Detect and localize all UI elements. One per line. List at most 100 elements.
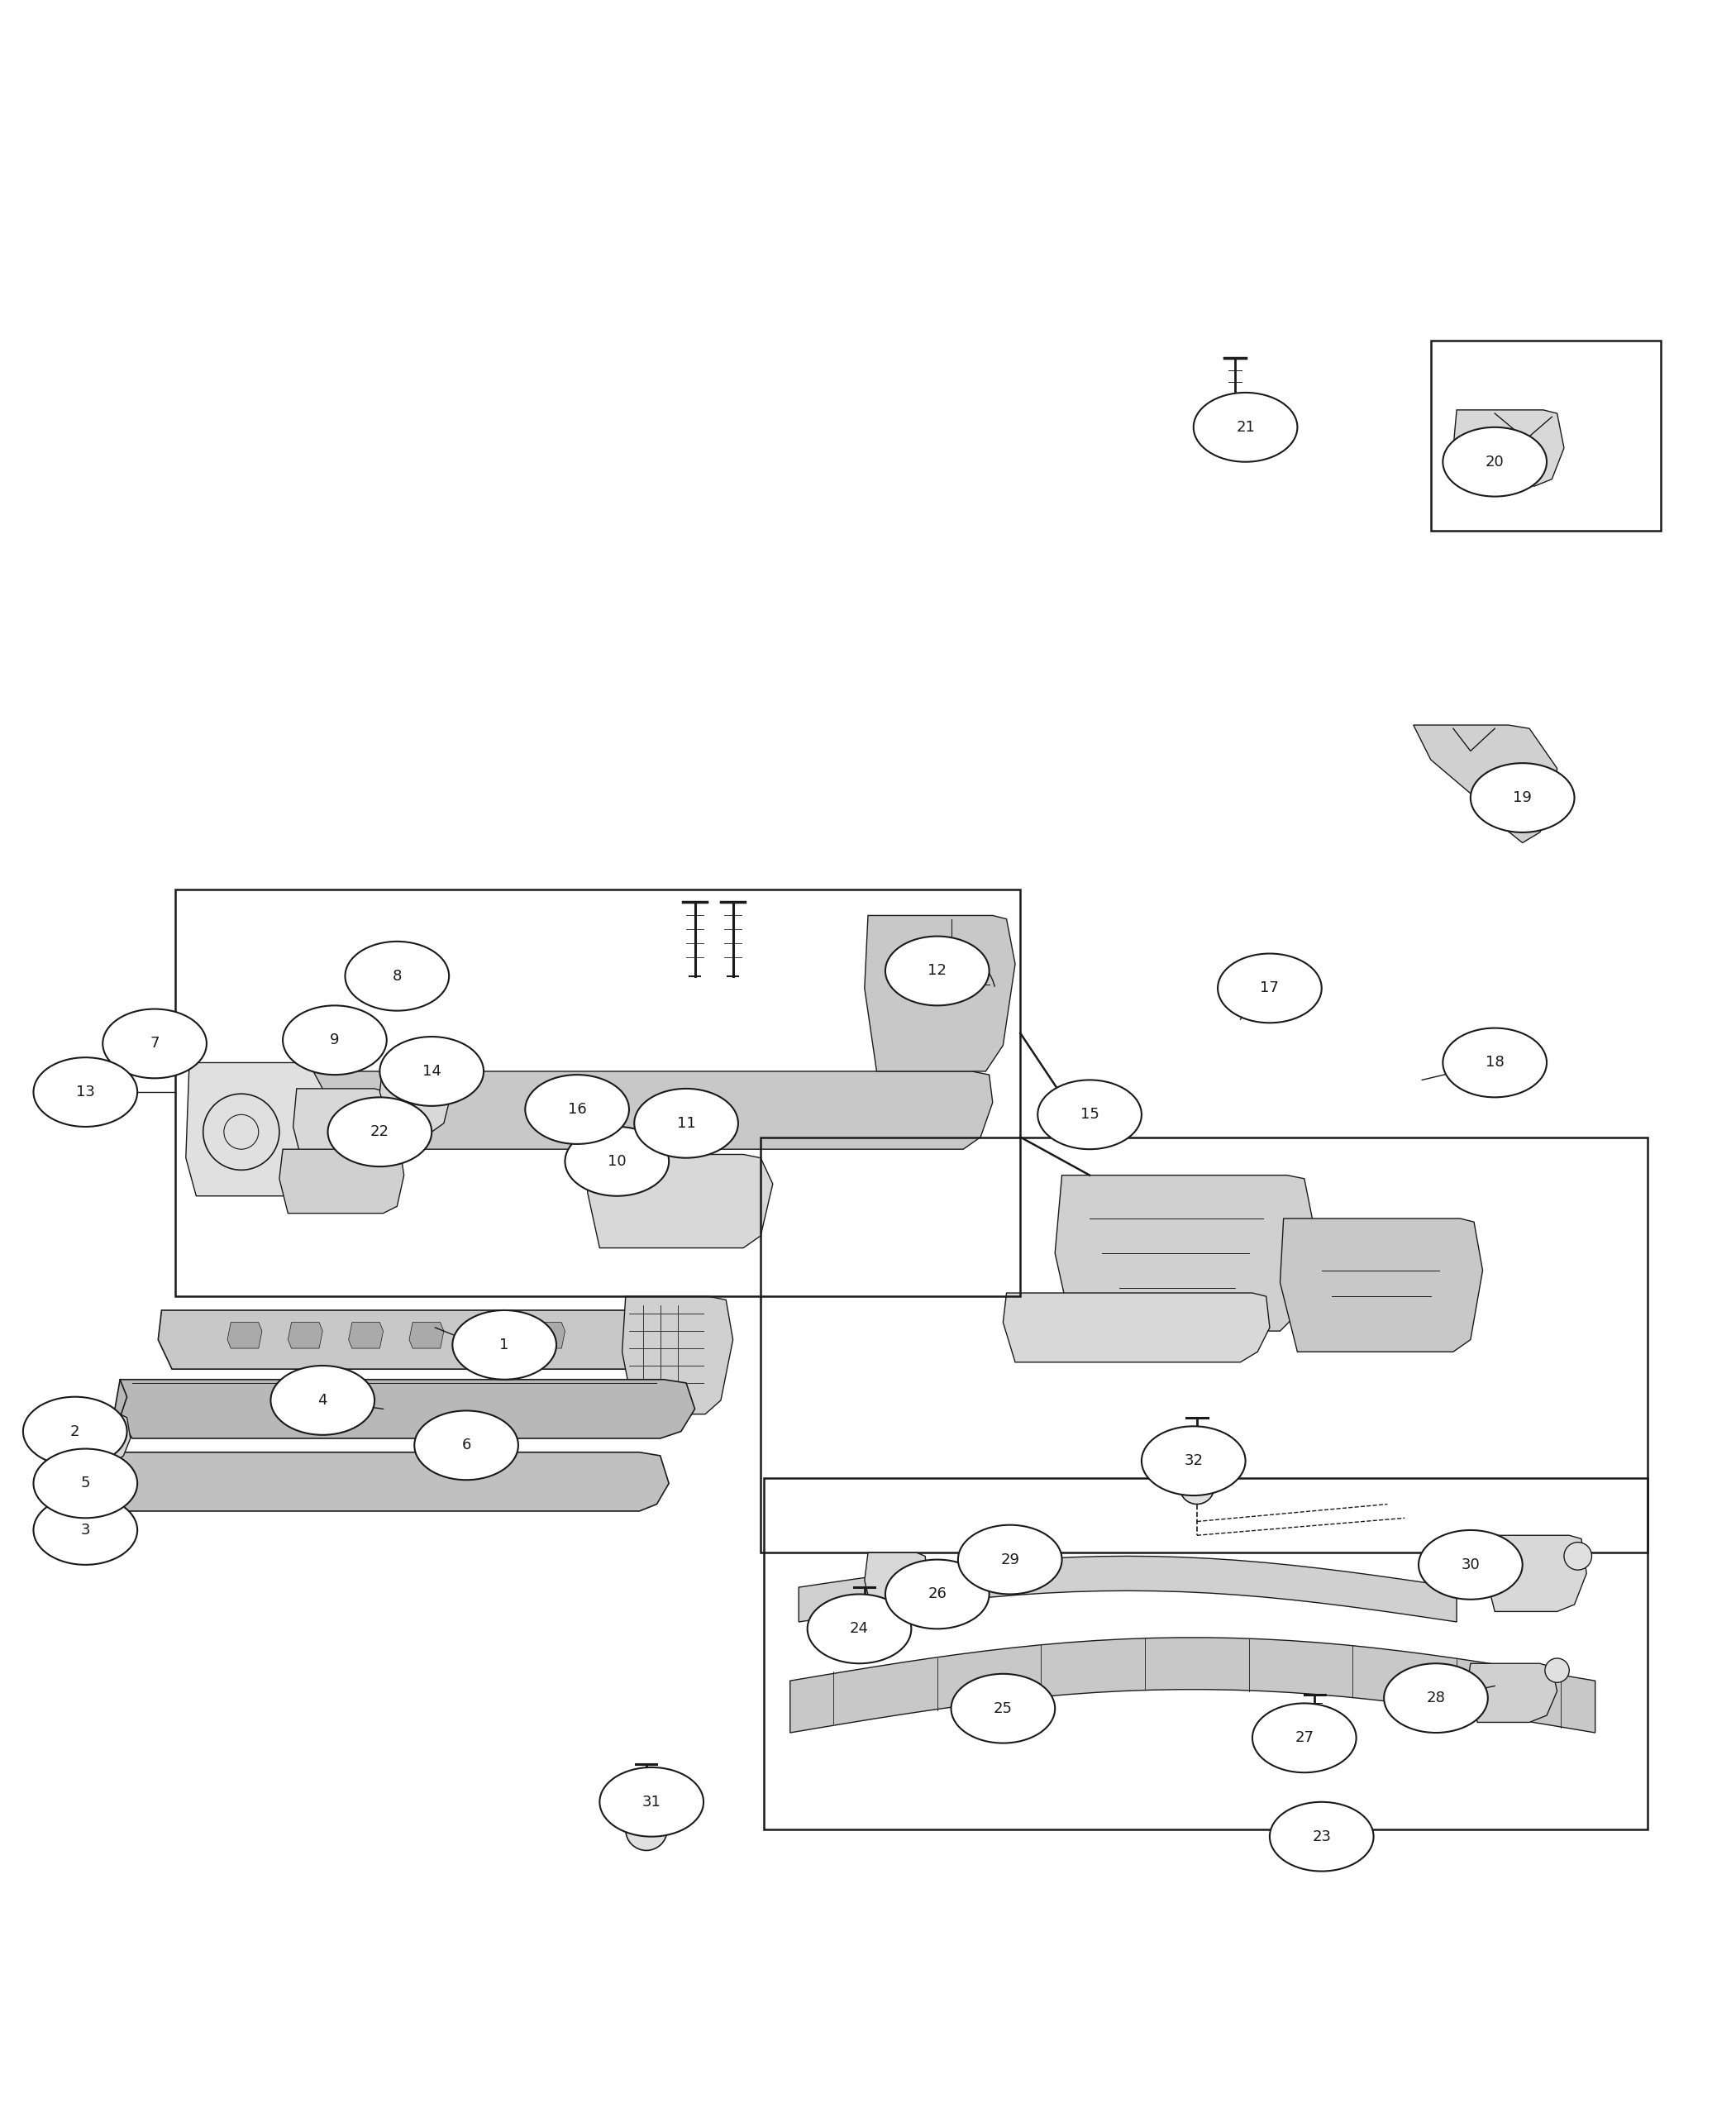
Text: 32: 32 bbox=[1184, 1452, 1203, 1469]
Circle shape bbox=[1545, 1659, 1569, 1682]
Ellipse shape bbox=[1252, 1703, 1356, 1773]
Circle shape bbox=[1217, 396, 1252, 430]
Polygon shape bbox=[227, 1322, 262, 1349]
Ellipse shape bbox=[453, 1311, 556, 1379]
Polygon shape bbox=[68, 1414, 130, 1461]
Ellipse shape bbox=[951, 1674, 1055, 1743]
Ellipse shape bbox=[564, 1126, 668, 1195]
Polygon shape bbox=[279, 1149, 404, 1214]
Polygon shape bbox=[1413, 725, 1557, 843]
Ellipse shape bbox=[33, 1448, 137, 1518]
Polygon shape bbox=[106, 1452, 668, 1511]
Ellipse shape bbox=[634, 1088, 738, 1157]
Bar bbox=[1430, 341, 1661, 531]
Text: 11: 11 bbox=[677, 1115, 696, 1130]
Ellipse shape bbox=[328, 1098, 432, 1166]
Circle shape bbox=[455, 1419, 493, 1457]
Ellipse shape bbox=[1443, 1029, 1547, 1098]
Bar bbox=[764, 1478, 1647, 1830]
Ellipse shape bbox=[345, 942, 450, 1010]
Ellipse shape bbox=[1443, 428, 1547, 497]
Polygon shape bbox=[587, 1155, 773, 1248]
Text: 13: 13 bbox=[76, 1086, 95, 1100]
Text: 24: 24 bbox=[851, 1621, 868, 1636]
Text: 20: 20 bbox=[1486, 455, 1503, 470]
Ellipse shape bbox=[1142, 1427, 1245, 1495]
Polygon shape bbox=[865, 915, 1016, 1071]
Ellipse shape bbox=[885, 936, 990, 1006]
Polygon shape bbox=[1003, 1292, 1269, 1362]
Ellipse shape bbox=[23, 1398, 127, 1465]
Polygon shape bbox=[186, 1062, 323, 1195]
Text: 29: 29 bbox=[1000, 1551, 1019, 1566]
Ellipse shape bbox=[1384, 1663, 1488, 1733]
Text: 31: 31 bbox=[642, 1794, 661, 1809]
Polygon shape bbox=[470, 1322, 505, 1349]
Text: 8: 8 bbox=[392, 970, 401, 984]
Text: 14: 14 bbox=[422, 1065, 441, 1079]
Text: 23: 23 bbox=[1312, 1830, 1332, 1844]
Ellipse shape bbox=[807, 1594, 911, 1663]
Polygon shape bbox=[158, 1311, 681, 1368]
Text: 4: 4 bbox=[318, 1393, 328, 1408]
Ellipse shape bbox=[599, 1767, 703, 1836]
Ellipse shape bbox=[33, 1495, 137, 1564]
Text: 6: 6 bbox=[462, 1438, 470, 1452]
Ellipse shape bbox=[526, 1075, 628, 1145]
Text: 21: 21 bbox=[1236, 419, 1255, 434]
Ellipse shape bbox=[1217, 953, 1321, 1022]
Circle shape bbox=[68, 1505, 109, 1545]
Text: 1: 1 bbox=[500, 1336, 509, 1353]
Polygon shape bbox=[790, 1638, 1595, 1733]
Text: 2: 2 bbox=[69, 1425, 80, 1440]
Polygon shape bbox=[1453, 409, 1564, 487]
Ellipse shape bbox=[271, 1366, 375, 1436]
Ellipse shape bbox=[102, 1010, 207, 1077]
Polygon shape bbox=[1279, 1218, 1483, 1351]
Polygon shape bbox=[865, 1554, 929, 1617]
Ellipse shape bbox=[283, 1006, 387, 1075]
Text: 16: 16 bbox=[568, 1102, 587, 1117]
Text: 19: 19 bbox=[1514, 790, 1531, 805]
Ellipse shape bbox=[1269, 1802, 1373, 1872]
Ellipse shape bbox=[33, 1058, 137, 1126]
Ellipse shape bbox=[885, 1560, 990, 1629]
Text: 27: 27 bbox=[1295, 1731, 1314, 1745]
Polygon shape bbox=[531, 1322, 564, 1349]
Text: 25: 25 bbox=[993, 1701, 1012, 1716]
Polygon shape bbox=[115, 1379, 694, 1438]
Text: 17: 17 bbox=[1260, 980, 1279, 995]
Text: 10: 10 bbox=[608, 1153, 627, 1168]
Polygon shape bbox=[380, 1062, 453, 1132]
Ellipse shape bbox=[958, 1524, 1062, 1594]
Polygon shape bbox=[621, 1296, 733, 1414]
Ellipse shape bbox=[1194, 392, 1297, 462]
Bar bbox=[175, 890, 1021, 1296]
Polygon shape bbox=[306, 1071, 993, 1149]
Ellipse shape bbox=[380, 1037, 484, 1107]
Text: 18: 18 bbox=[1486, 1056, 1503, 1071]
Text: 12: 12 bbox=[927, 963, 946, 978]
Text: 28: 28 bbox=[1427, 1691, 1446, 1705]
Polygon shape bbox=[1055, 1174, 1314, 1330]
Ellipse shape bbox=[415, 1410, 519, 1480]
Text: 7: 7 bbox=[149, 1037, 160, 1052]
Circle shape bbox=[625, 1809, 667, 1851]
Bar bbox=[760, 1136, 1647, 1554]
Polygon shape bbox=[288, 1322, 323, 1349]
Ellipse shape bbox=[1470, 763, 1575, 833]
Text: 26: 26 bbox=[927, 1587, 946, 1602]
Text: 9: 9 bbox=[330, 1033, 340, 1048]
Text: 5: 5 bbox=[80, 1476, 90, 1490]
Circle shape bbox=[1180, 1469, 1213, 1505]
Polygon shape bbox=[293, 1088, 398, 1174]
Ellipse shape bbox=[1038, 1079, 1142, 1149]
Text: 15: 15 bbox=[1080, 1107, 1099, 1121]
Text: 22: 22 bbox=[370, 1124, 389, 1138]
Polygon shape bbox=[799, 1556, 1457, 1621]
Polygon shape bbox=[410, 1322, 444, 1349]
Polygon shape bbox=[1484, 1535, 1587, 1611]
Ellipse shape bbox=[1418, 1530, 1522, 1600]
Polygon shape bbox=[349, 1322, 384, 1349]
Polygon shape bbox=[1467, 1663, 1557, 1722]
